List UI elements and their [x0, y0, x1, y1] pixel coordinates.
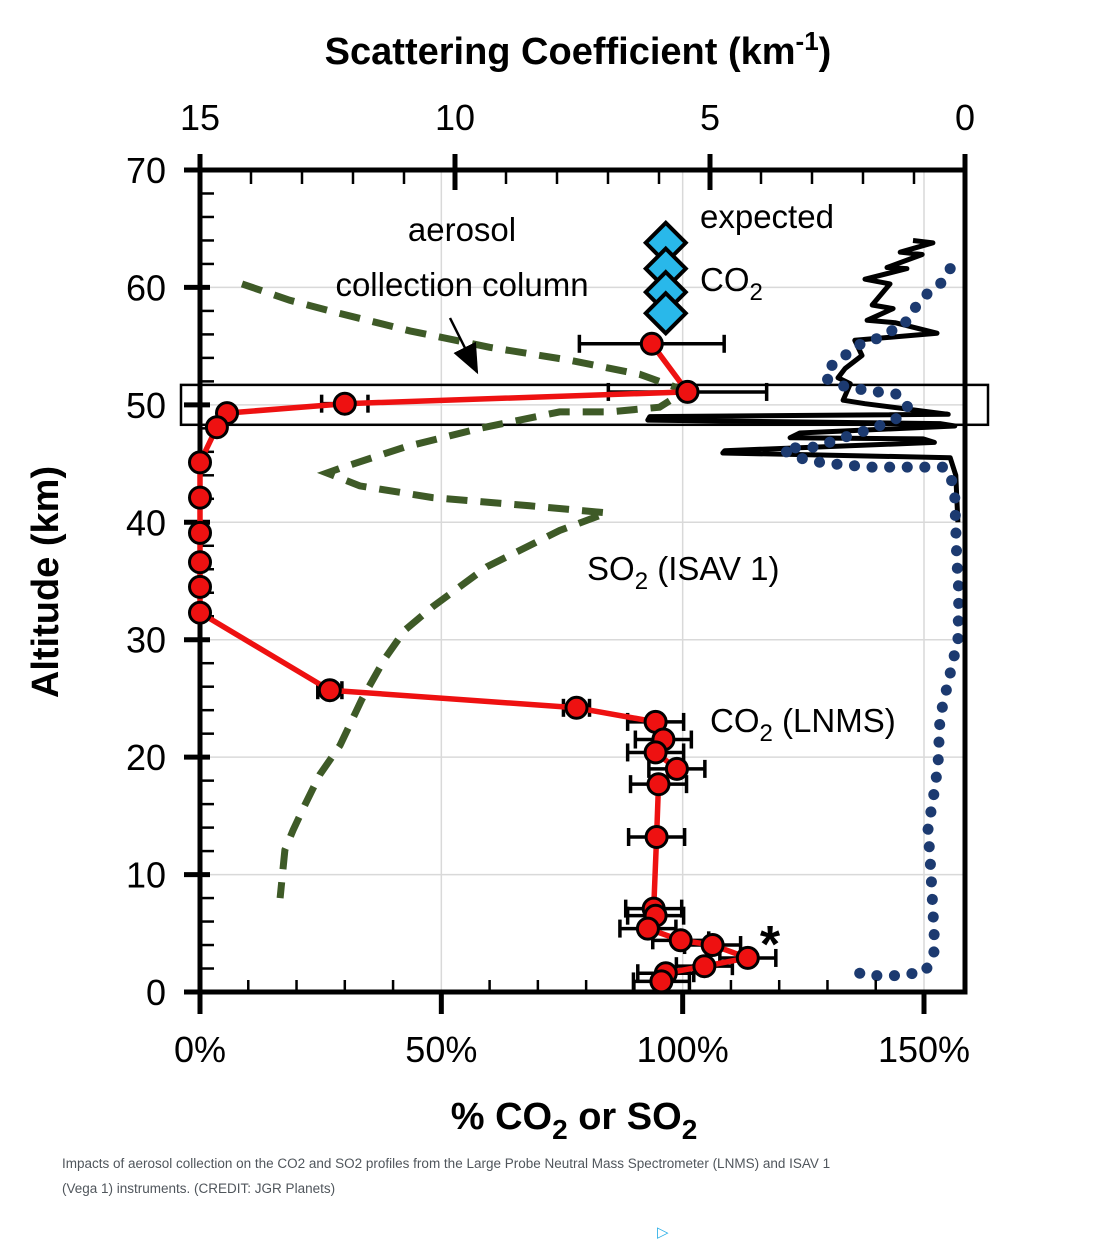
co2-lnms-point	[668, 928, 693, 953]
co2-lnms-point	[692, 954, 717, 979]
top-tick-label: 15	[180, 97, 220, 138]
left-tick-label: 60	[126, 267, 166, 308]
bottom-tick-label: 100%	[637, 1029, 729, 1070]
figure-caption-line2: (Vega 1) instruments. (CREDIT: JGR Plane…	[62, 1180, 336, 1196]
aerosol-collection-box	[179, 383, 990, 427]
left-tick-label: 40	[126, 502, 166, 543]
co2-lnms-point	[735, 945, 760, 970]
axis-ticks	[184, 154, 968, 1014]
top-tick-label: 5	[700, 97, 720, 138]
scattering-measured-curve	[645, 238, 961, 523]
gridlines	[200, 170, 965, 992]
co2-lnms-point	[204, 415, 229, 440]
bottom-tick-label: 50%	[405, 1029, 477, 1070]
left-tick-label: 50	[126, 385, 166, 426]
annotation-co2-lnms: CO2 (LNMS)	[710, 702, 896, 747]
co2-lnms-point	[639, 331, 664, 356]
aerosol-arrow	[448, 317, 479, 375]
co2-lnms-point	[188, 450, 212, 475]
annotation-aerosol-line2: collection column	[335, 266, 588, 303]
co2-lnms-point	[188, 520, 212, 545]
axis-titles: Scattering Coefficient (km-1) Altitude (…	[25, 26, 831, 1145]
co2-lnms-point	[643, 740, 668, 765]
so2-isav1-curve	[240, 280, 694, 899]
co2-lnms-point	[700, 933, 725, 957]
left-tick-label: 20	[126, 737, 166, 778]
co2-lnms-point	[188, 600, 212, 625]
series-co2-lnms	[188, 331, 778, 994]
left-tick-label: 30	[126, 620, 166, 661]
bottom-axis-title: % CO2 or SO2	[451, 1096, 698, 1145]
co2-lnms-point	[646, 772, 671, 797]
left-axis-title: Altitude (km)	[25, 466, 67, 698]
annotation-so2-isav1: SO2 (ISAV 1)	[587, 550, 779, 595]
scattering-dotted-curve	[769, 263, 965, 982]
co2-lnms-point	[635, 916, 660, 941]
series-expected-co2	[642, 219, 689, 337]
series-scattering-dotted	[769, 263, 965, 982]
figure-caption-line1: Impacts of aerosol collection on the CO2…	[62, 1156, 831, 1171]
annotation-expected-co2: CO2	[700, 261, 763, 306]
co2-lnms-point	[649, 969, 674, 994]
annotation-asterisk: *	[760, 916, 781, 974]
co2-lnms-point	[188, 574, 212, 599]
expected-co2-diamond	[642, 290, 689, 337]
left-tick-label: 10	[126, 855, 166, 896]
co2-lnms-point	[317, 678, 342, 703]
top-tick-label: 10	[435, 97, 475, 138]
series-so2-isav1	[240, 280, 694, 899]
bottom-tick-label: 150%	[878, 1029, 970, 1070]
left-tick-label: 0	[146, 972, 166, 1013]
co2-lnms-point	[332, 391, 357, 416]
co2-lnms-point	[644, 825, 669, 849]
aerosol-box	[179, 383, 990, 427]
bottom-tick-label: 0%	[174, 1029, 226, 1070]
top-axis-title: Scattering Coefficient (km-1)	[325, 26, 832, 73]
co2-lnms-point	[564, 695, 589, 720]
annotation-expected: expected	[700, 198, 834, 235]
figure-caption: Impacts of aerosol collection on the CO2…	[62, 1152, 982, 1202]
left-tick-label: 70	[126, 150, 166, 191]
co2-lnms-point	[664, 756, 689, 781]
co2-lnms-point	[675, 379, 700, 404]
co2-lnms-point	[188, 485, 212, 510]
series-scattering-measured	[645, 238, 961, 523]
top-tick-label: 0	[955, 97, 975, 138]
co2-lnms-point	[188, 550, 212, 575]
annotations: aerosol collection column expected CO2 S…	[335, 198, 895, 974]
annotation-aerosol-line1: aerosol	[408, 211, 516, 248]
expand-triangle-icon[interactable]: ▷	[657, 1224, 669, 1241]
